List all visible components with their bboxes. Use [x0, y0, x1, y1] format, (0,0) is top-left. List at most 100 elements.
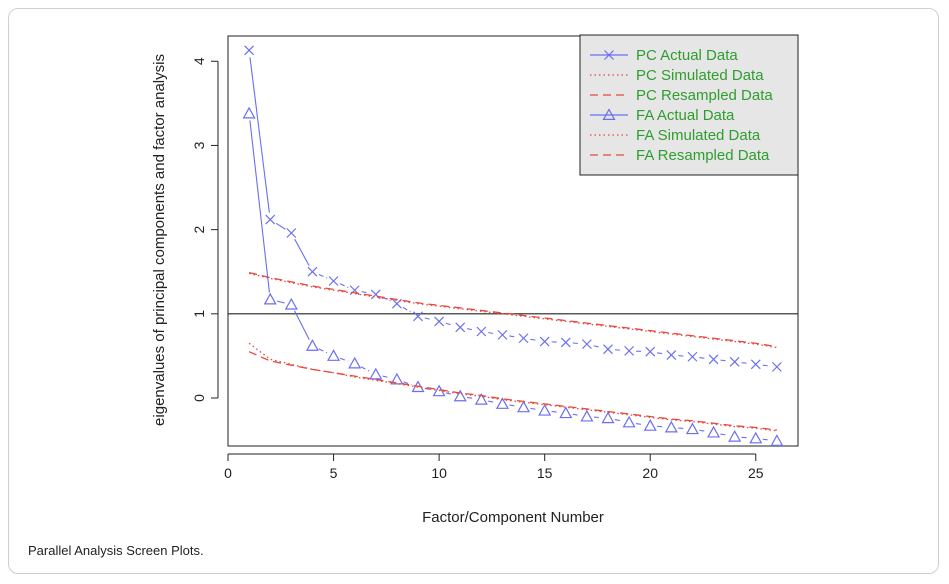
axes-layer: 0 5 10 15 20 25 0 1 2 3 4	[191, 35, 799, 481]
data-point	[664, 420, 678, 433]
series-segment	[614, 419, 623, 422]
legend-label: FA Resampled Data	[636, 147, 770, 164]
series-segment	[294, 310, 310, 340]
y-tick-label: 2	[191, 226, 207, 234]
series-segment	[530, 407, 538, 411]
data-point	[328, 276, 339, 286]
series-segment	[275, 222, 286, 230]
series-pc-resampled-data	[248, 271, 777, 348]
series-segment	[635, 422, 644, 426]
series-segment	[720, 359, 728, 362]
data-point-stroke	[286, 228, 297, 238]
series-segment	[360, 366, 370, 372]
data-point	[434, 316, 445, 327]
y-tick-label: 1	[191, 310, 207, 318]
data-point-stroke	[666, 350, 677, 361]
data-point-stroke	[645, 346, 656, 357]
data-point	[666, 350, 677, 361]
data-point	[327, 349, 341, 361]
series-segment	[572, 413, 581, 416]
legend-label: PC Actual Data	[636, 47, 738, 64]
legend-entry: FA Simulated Data	[590, 127, 761, 144]
series-segment	[762, 438, 771, 441]
data-point	[771, 361, 782, 372]
series-fa-simulated-data	[248, 342, 777, 432]
series-segment	[720, 433, 728, 436]
data-point	[708, 354, 719, 365]
data-point	[770, 434, 784, 446]
data-point	[242, 106, 256, 119]
data-point	[370, 289, 381, 300]
data-point	[348, 356, 362, 369]
series-segment	[467, 396, 475, 400]
series-segment	[678, 355, 686, 357]
legend-entry: PC Actual Data	[590, 47, 738, 64]
series-segment	[249, 120, 270, 293]
data-point	[622, 415, 636, 428]
data-point	[643, 419, 657, 431]
plot-box	[227, 35, 799, 447]
series-segment	[741, 436, 749, 439]
legend-sample-marker-stroke	[604, 50, 614, 60]
series-segment	[593, 416, 602, 419]
series-segment	[424, 317, 433, 321]
legend-label: FA Simulated Data	[636, 127, 761, 144]
data-point-stroke	[434, 316, 445, 327]
data-point-stroke	[413, 311, 423, 322]
data-point	[263, 292, 277, 305]
data-point	[624, 345, 635, 356]
series-segment	[294, 238, 310, 266]
series-segment	[614, 349, 623, 351]
data-point	[455, 322, 466, 333]
legend-entry: FA Actual Data	[590, 107, 735, 124]
series-segment	[361, 291, 370, 294]
data-point	[538, 403, 552, 416]
series-segment	[657, 352, 665, 355]
data-point-stroke	[307, 266, 318, 277]
series-segment	[530, 338, 538, 342]
data-point-stroke	[581, 339, 592, 350]
x-tick-label: 10	[431, 465, 447, 481]
legend-entry: PC Resampled Data	[590, 87, 773, 104]
data-point-stroke	[476, 326, 487, 337]
legend-label: PC Simulated Data	[636, 67, 764, 84]
data-point	[601, 411, 615, 424]
data-point-stroke	[729, 356, 740, 367]
data-point	[413, 311, 423, 322]
x-tick-label: 15	[537, 465, 553, 481]
series-segment	[572, 342, 580, 345]
series-segment	[509, 335, 517, 338]
series-segment	[276, 300, 285, 304]
legend-sample-marker	[602, 108, 616, 121]
data-point	[390, 372, 404, 385]
data-point	[749, 431, 763, 444]
data-point	[560, 337, 571, 348]
legend-box	[579, 34, 799, 176]
data-point	[539, 336, 550, 347]
series-line	[248, 271, 777, 348]
series-fa-resampled-data	[248, 351, 777, 431]
x-tick-label: 0	[224, 465, 232, 481]
series-segment	[699, 357, 707, 359]
series-segment	[249, 57, 270, 213]
data-point-stroke	[624, 345, 635, 356]
figure-caption: Parallel Analysis Screen Plots.	[28, 543, 204, 558]
legend-entry: PC Simulated Data	[590, 67, 764, 84]
series-segment	[382, 375, 391, 379]
series-segment	[488, 332, 496, 335]
data-point	[305, 339, 319, 351]
data-point	[307, 266, 318, 277]
series-segment	[339, 283, 349, 288]
x-tick-label: 5	[330, 465, 338, 481]
data-point	[518, 333, 529, 344]
series-segment	[318, 348, 328, 354]
series-segment	[445, 392, 454, 396]
data-point	[284, 297, 298, 310]
data-point-stroke	[497, 329, 508, 340]
series-segment	[466, 328, 475, 331]
data-point	[453, 389, 467, 402]
legend-label: PC Resampled Data	[636, 87, 773, 104]
series-segment	[445, 322, 454, 326]
series-layer	[242, 45, 784, 446]
data-point-stroke	[771, 361, 782, 372]
